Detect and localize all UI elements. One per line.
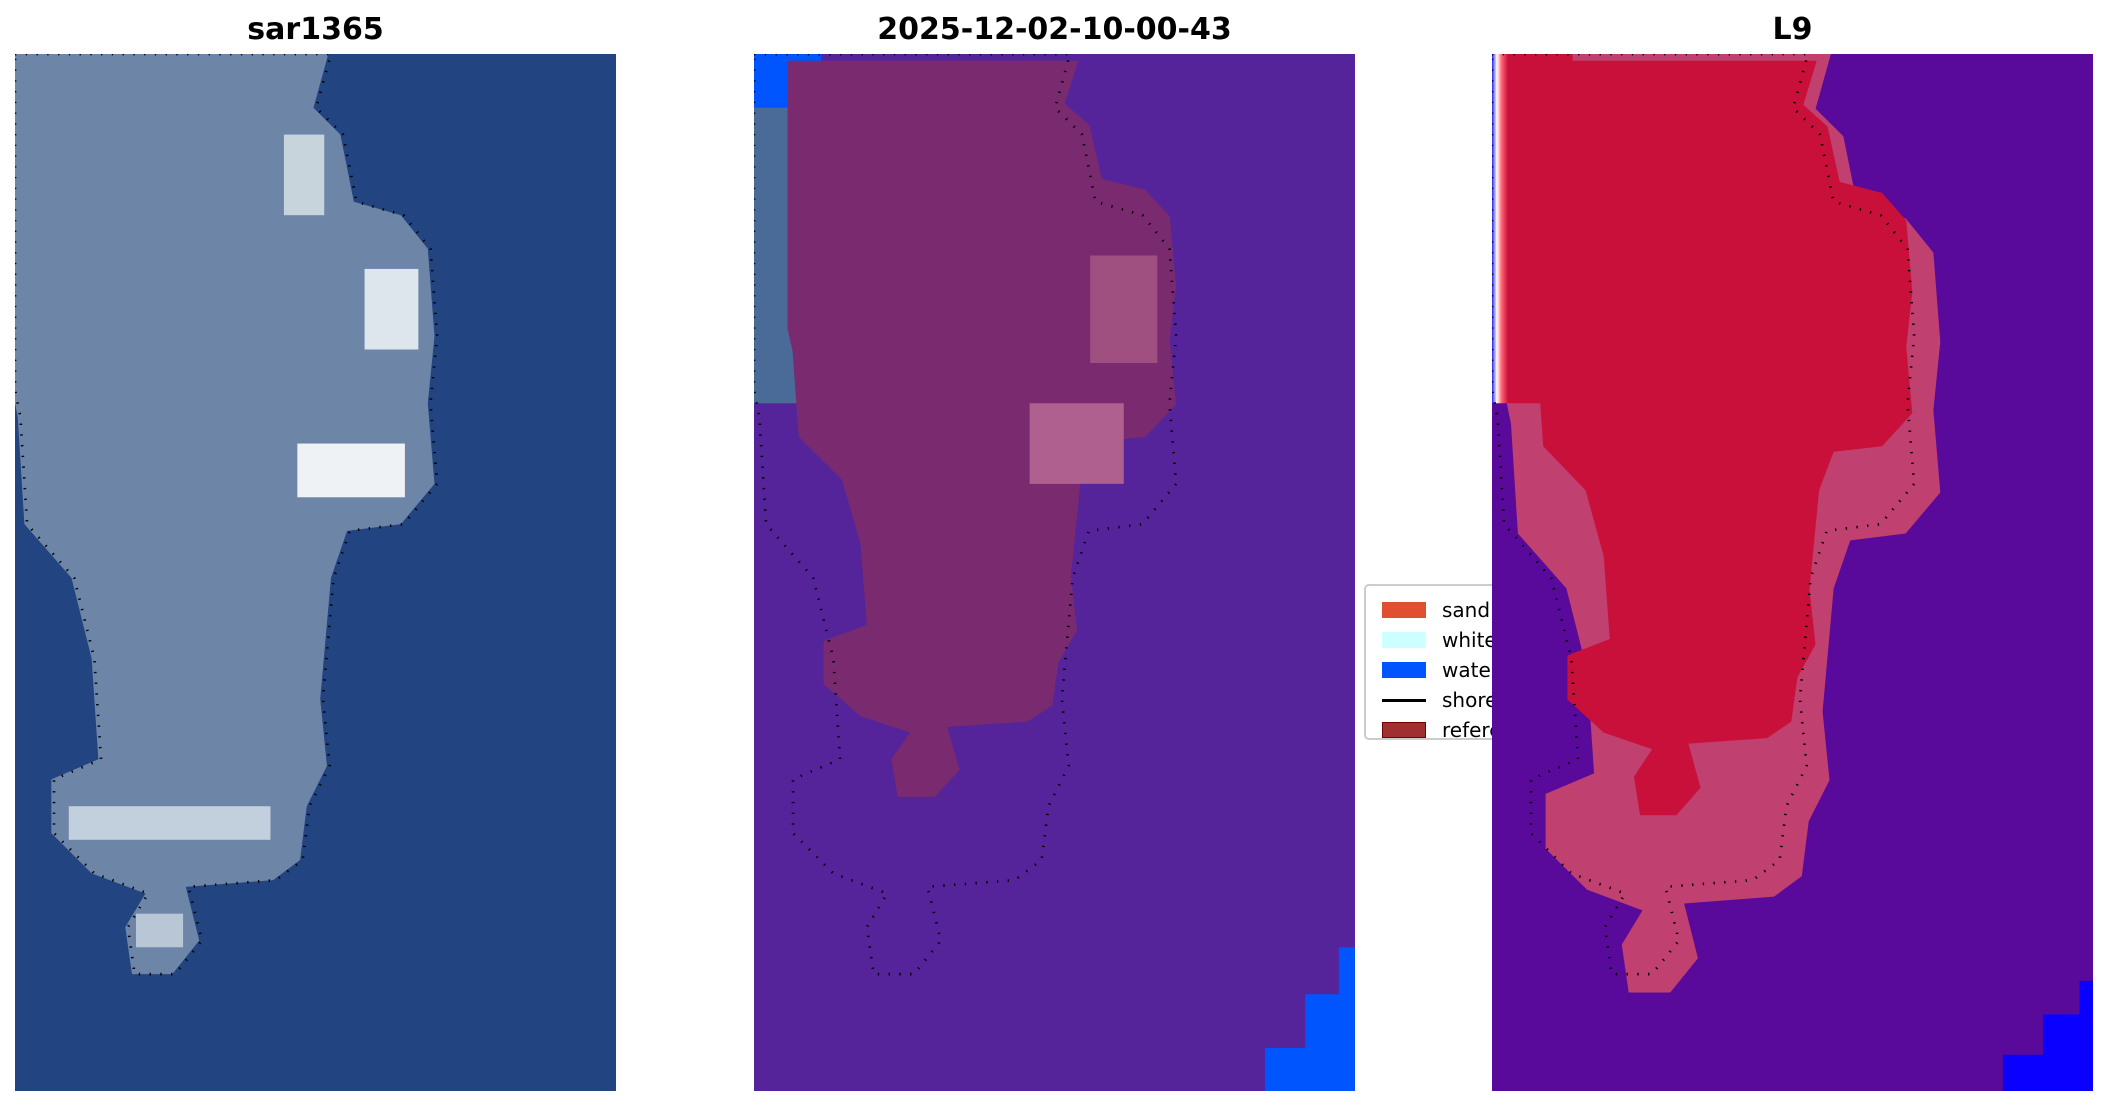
legend-item-water: water [1382, 658, 1499, 682]
sar-image-panel [15, 54, 616, 1091]
legend-item-sand: sand [1382, 598, 1490, 622]
legend-item-reference: refere [1382, 718, 1502, 742]
classification-panel [754, 54, 1355, 1091]
panel-title-sar: sar1365 [247, 12, 384, 47]
panel-title-l9: L9 [1772, 12, 1813, 47]
legend-item-shoreline: shorel [1382, 688, 1503, 712]
l9-panel [1492, 54, 2093, 1091]
panel-title-classification: 2025-12-02-10-00-43 [877, 12, 1232, 47]
